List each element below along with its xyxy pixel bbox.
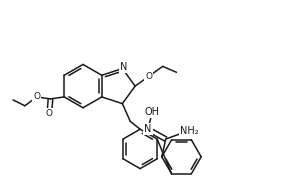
Text: O: O xyxy=(146,72,152,81)
Text: NH₂: NH₂ xyxy=(180,126,199,136)
Text: OH: OH xyxy=(144,107,159,118)
Text: N: N xyxy=(120,62,127,72)
Text: N: N xyxy=(144,124,152,134)
Text: O: O xyxy=(33,92,40,101)
Text: O: O xyxy=(46,109,53,118)
